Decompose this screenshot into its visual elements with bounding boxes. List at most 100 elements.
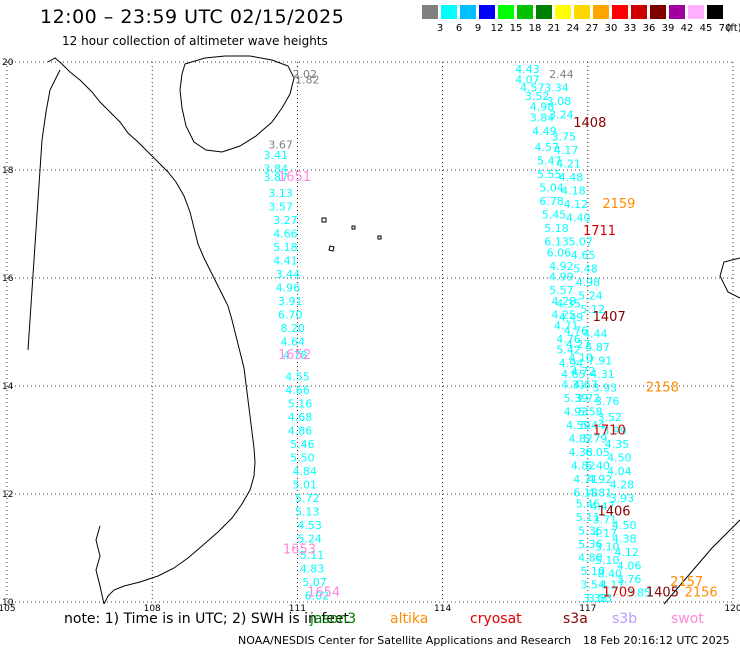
- wave-height-value: 4.50: [612, 519, 637, 532]
- pass-time-label: 1406: [597, 505, 630, 520]
- x-tick-label: 108: [144, 604, 161, 614]
- legend-swatch: [688, 5, 704, 19]
- legend-swatch: [536, 5, 552, 19]
- wave-height-value: 4.07: [515, 74, 540, 87]
- legend-swatch: [555, 5, 571, 19]
- legend-label: 45: [699, 23, 713, 34]
- pass-time-label: 1651: [278, 170, 311, 185]
- mission-s3b: s3b: [612, 611, 638, 627]
- wave-height-value: 4.43: [515, 63, 540, 76]
- legend-label: 30: [604, 23, 618, 34]
- wave-height-value: 4.66: [285, 384, 310, 397]
- x-tick-label: 114: [434, 604, 451, 614]
- wave-height-value: 5.57: [549, 284, 574, 297]
- wave-height-value: 3.76: [595, 395, 620, 408]
- wave-height-value: 3.71: [593, 514, 618, 527]
- wave-height-value: 4.49: [559, 311, 584, 324]
- legend-swatch: [631, 5, 647, 19]
- pass-time-label: 1652: [278, 348, 311, 363]
- wave-height-value: 5.55: [537, 168, 562, 181]
- wave-height-value: 5.72: [295, 492, 320, 505]
- wave-height-value: 3.24: [549, 109, 574, 122]
- wave-height-value: 4.67: [573, 379, 598, 392]
- wave-height-value: 4.47: [590, 500, 615, 513]
- legend-swatch: [479, 5, 495, 19]
- credit-line: NOAA/NESDIS Center for Satellite Applica…: [238, 634, 572, 647]
- pass-time-label: 1654: [307, 586, 340, 601]
- wave-height-value: 4.10: [568, 352, 593, 365]
- wave-height-value: 3.44: [276, 268, 301, 281]
- wave-height-value: 5.10: [595, 554, 620, 567]
- legend-unit: (ft): [726, 23, 740, 34]
- pass-time-label: 1653: [283, 542, 316, 557]
- wave-height-value: 8.20: [280, 322, 305, 335]
- wave-height-value: 4.35: [556, 298, 581, 311]
- wave-height-value: 3.52: [597, 411, 622, 424]
- wave-height-value: 3.08: [547, 95, 572, 108]
- gulf-of-tonkin-inner: [27, 69, 61, 351]
- wave-height-value: 4.18: [561, 184, 586, 197]
- legend-label: 9: [474, 23, 482, 34]
- wave-height-value: 3.10: [595, 541, 620, 554]
- wave-height-value: 5.11: [300, 549, 325, 562]
- mission-jason3: jason3: [310, 611, 357, 627]
- wave-height-value: 4.71: [573, 473, 598, 486]
- wave-height-value: 3.84: [530, 111, 555, 124]
- wave-height-value: 5.18: [273, 241, 298, 254]
- wave-height-value: 3.72: [576, 392, 601, 405]
- wave-height-value: 5.24: [297, 533, 322, 546]
- wave-height-value: 5.13: [295, 506, 320, 519]
- wave-height-value: 3.99: [602, 425, 627, 438]
- legend-swatch: [441, 5, 457, 19]
- wave-height-value: 4.82: [571, 460, 596, 473]
- wave-height-value: 4.31: [590, 368, 615, 381]
- wave-height-value: 4.96: [276, 282, 301, 295]
- legend-swatch: [460, 5, 476, 19]
- wave-height-value: 3.52: [525, 90, 550, 103]
- wave-height-value: 5.39: [564, 392, 589, 405]
- wave-height-value: 4.93: [564, 406, 589, 419]
- wave-height-value: 5.10: [581, 565, 606, 578]
- wave-height-value: 4.48: [559, 171, 584, 184]
- wave-height-value: 4.12: [564, 198, 589, 211]
- wave-height-value: 4.55: [285, 371, 310, 384]
- wave-height-value: 4.99: [549, 271, 574, 284]
- mission-cryosat: cryosat: [470, 611, 522, 627]
- pass-time-label: 1408: [573, 116, 606, 131]
- observations: 2.021.823.673.413.843.873.133.573.274.66…: [264, 63, 652, 605]
- grid: [6, 61, 734, 603]
- y-tick-label: 14: [2, 382, 14, 392]
- legend-swatch: [517, 5, 533, 19]
- wave-height-value: 4.38: [568, 446, 593, 459]
- pass-time-label: 2156: [685, 586, 718, 601]
- y-tick-label: 10: [2, 598, 14, 608]
- wave-height-value: 4.04: [607, 465, 632, 478]
- wave-height-value: 4.41: [273, 255, 298, 268]
- wave-height-value: 4.78: [283, 349, 308, 362]
- wave-height-value: 5.48: [573, 263, 598, 276]
- x-tick-label: 105: [0, 604, 16, 614]
- wave-height-value: 4.66: [273, 228, 298, 241]
- wave-height-value: 4.50: [607, 452, 632, 465]
- wave-height-value: 4.65: [571, 249, 596, 262]
- hainan-island: [179, 55, 295, 153]
- y-tick-label: 12: [2, 490, 13, 500]
- wave-height-value: 5.07: [302, 576, 327, 589]
- wave-height-value: 3.93: [593, 381, 618, 394]
- legend-swatch: [574, 5, 590, 19]
- wave-height-value: 3.67: [268, 138, 293, 151]
- pass-time-label: 1407: [593, 310, 626, 325]
- wave-height-value: 4.53: [297, 519, 322, 532]
- wave-height-value: 5.04: [539, 182, 564, 195]
- x-tick-label: 111: [289, 604, 306, 614]
- wave-height-value: 3.85: [627, 587, 652, 600]
- wave-height-value: 5.16: [288, 398, 313, 411]
- wave-height-value: 5.11: [576, 511, 601, 524]
- wave-height-value: 5.40: [585, 460, 610, 473]
- footer-note: note: 1) Time is in UTC; 2) SWH is in fe…: [64, 611, 350, 627]
- wave-height-value: 3.57: [268, 201, 293, 214]
- wave-height-value: 4.84: [293, 465, 318, 478]
- wave-height-value: 5.36: [578, 525, 603, 538]
- wave-height-value: 5.45: [542, 209, 567, 222]
- wave-height-value: 4.76: [564, 325, 589, 338]
